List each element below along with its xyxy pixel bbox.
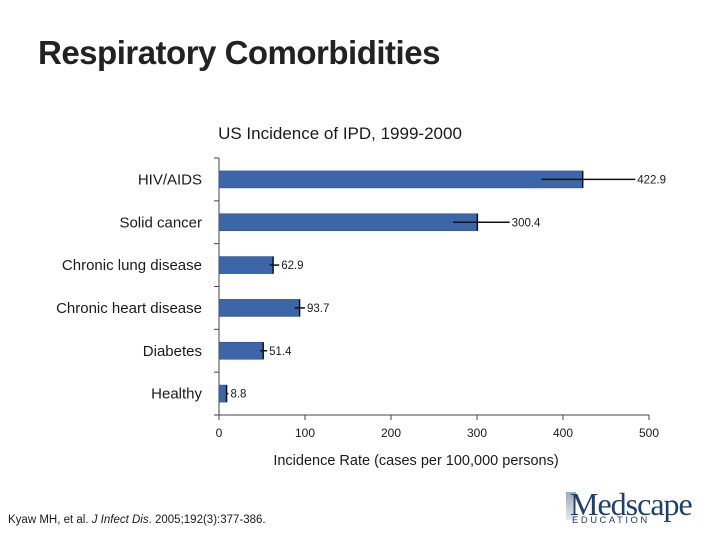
category-label: Chronic lung disease	[62, 257, 202, 274]
medscape-logo: Medscape EDUCATION	[566, 486, 696, 526]
category-label: Diabetes	[143, 343, 202, 360]
plot-area: 0 100 200 300 400 500 HIV/AIDS 422.9 Solid cance…	[56, 157, 666, 440]
category-label: Solid cancer	[119, 214, 202, 231]
category-label: Chronic heart disease	[56, 300, 202, 317]
bar	[218, 384, 227, 403]
category-label: Healthy	[151, 386, 202, 403]
bar	[218, 256, 274, 274]
citation-journal: J Infect Dis	[91, 514, 149, 526]
x-tick-label: 500	[639, 426, 659, 440]
bar	[218, 299, 300, 317]
citation-details: . 2005;192(3):377-386.	[148, 514, 266, 526]
logo-accent-bar	[566, 492, 576, 520]
x-axis-title: Incidence Rate (cases per 100,000 person…	[273, 453, 558, 469]
data-label: 51.4	[269, 346, 292, 358]
x-tick-label: 200	[381, 426, 401, 440]
category-label: HIV/AIDS	[138, 171, 202, 188]
logo-subtitle: EDUCATION	[572, 515, 650, 526]
data-label: 93.7	[307, 303, 329, 315]
chart-title: US Incidence of IPD, 1999-2000	[218, 124, 462, 143]
slide-title: Respiratory Comorbidities	[38, 34, 440, 71]
data-label: 422.9	[637, 174, 666, 186]
bar	[218, 213, 478, 232]
data-label: 300.4	[512, 217, 541, 229]
bar	[218, 341, 264, 360]
logo-wordmark: Medscape	[570, 486, 693, 522]
x-tick-label: 100	[295, 426, 315, 440]
x-tick-label: 0	[216, 426, 223, 440]
data-label: 62.9	[281, 260, 303, 272]
x-tick-label: 300	[467, 426, 487, 440]
bar	[218, 170, 583, 189]
x-tick-label: 400	[553, 426, 573, 440]
data-label: 8.8	[230, 389, 246, 401]
citation: Kyaw MH, et al. J Infect Dis. 2005;192(3…	[8, 514, 266, 526]
citation-authors: Kyaw MH, et al.	[8, 514, 92, 526]
